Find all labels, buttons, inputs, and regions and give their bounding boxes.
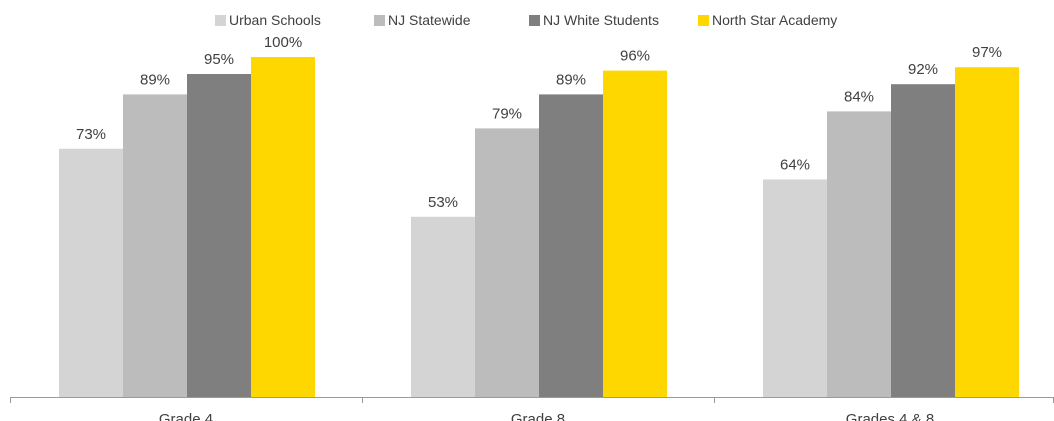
x-tick-label-grade-8: Grade 8 bbox=[511, 411, 565, 421]
bar-grade-8-nj-statewide bbox=[475, 128, 539, 397]
bars bbox=[59, 57, 1019, 398]
legend-swatch-urban-schools bbox=[215, 15, 226, 26]
data-label-grade-8-north-star-academy: 96% bbox=[620, 48, 650, 65]
legend-label-north-star-academy: North Star Academy bbox=[712, 12, 837, 28]
data-label-grade-8-nj-statewide: 79% bbox=[492, 105, 522, 122]
x-tick-label-grades-4-8: Grades 4 & 8 bbox=[846, 411, 934, 421]
data-label-grade-4-nj-white-students: 95% bbox=[204, 51, 234, 68]
bar-grades-4-8-north-star-academy bbox=[955, 67, 1019, 397]
x-axis: Grade 4 Grade 8 Grades 4 & 8 bbox=[10, 397, 1054, 421]
data-label-grades-4-8-urban-schools: 64% bbox=[780, 156, 810, 173]
legend-label-nj-statewide: NJ Statewide bbox=[388, 12, 471, 28]
bar-grade-4-nj-statewide bbox=[123, 94, 187, 398]
data-label-grades-4-8-nj-white-students: 92% bbox=[908, 61, 938, 78]
legend: Urban Schools NJ Statewide NJ White Studen… bbox=[215, 12, 837, 28]
data-label-grade-8-urban-schools: 53% bbox=[428, 194, 458, 211]
bar-grade-8-urban-schools bbox=[411, 216, 475, 397]
bar-grades-4-8-nj-statewide bbox=[827, 111, 891, 398]
bar-grade-8-nj-white-students bbox=[539, 94, 603, 398]
data-label-grades-4-8-north-star-academy: 97% bbox=[972, 44, 1002, 61]
bar-grade-4-urban-schools bbox=[59, 148, 123, 397]
data-label-grade-4-nj-statewide: 89% bbox=[140, 71, 170, 88]
bar-grade-8-north-star-academy bbox=[603, 70, 667, 397]
x-tick-label-grade-4: Grade 4 bbox=[159, 411, 213, 421]
data-label-grade-4-north-star-academy: 100% bbox=[264, 34, 302, 51]
legend-swatch-north-star-academy bbox=[698, 15, 709, 26]
bar-grade-4-north-star-academy bbox=[251, 57, 315, 397]
legend-label-nj-white-students: NJ White Students bbox=[543, 12, 659, 28]
data-label-grades-4-8-nj-statewide: 84% bbox=[844, 88, 874, 105]
legend-swatch-nj-statewide bbox=[374, 15, 385, 26]
legend-swatch-nj-white-students bbox=[529, 15, 540, 26]
bar-grades-4-8-urban-schools bbox=[763, 179, 827, 397]
legend-label-urban-schools: Urban Schools bbox=[229, 12, 321, 28]
bar-grades-4-8-nj-white-students bbox=[891, 84, 955, 397]
data-label-grade-8-nj-white-students: 89% bbox=[556, 71, 586, 88]
data-label-grade-4-urban-schools: 73% bbox=[76, 126, 106, 143]
bar-grade-4-nj-white-students bbox=[187, 74, 251, 397]
data-labels: 73% 89% 95% 100% 53% 79% 89% 96% 64% 84% 92% 97% bbox=[76, 34, 1002, 211]
